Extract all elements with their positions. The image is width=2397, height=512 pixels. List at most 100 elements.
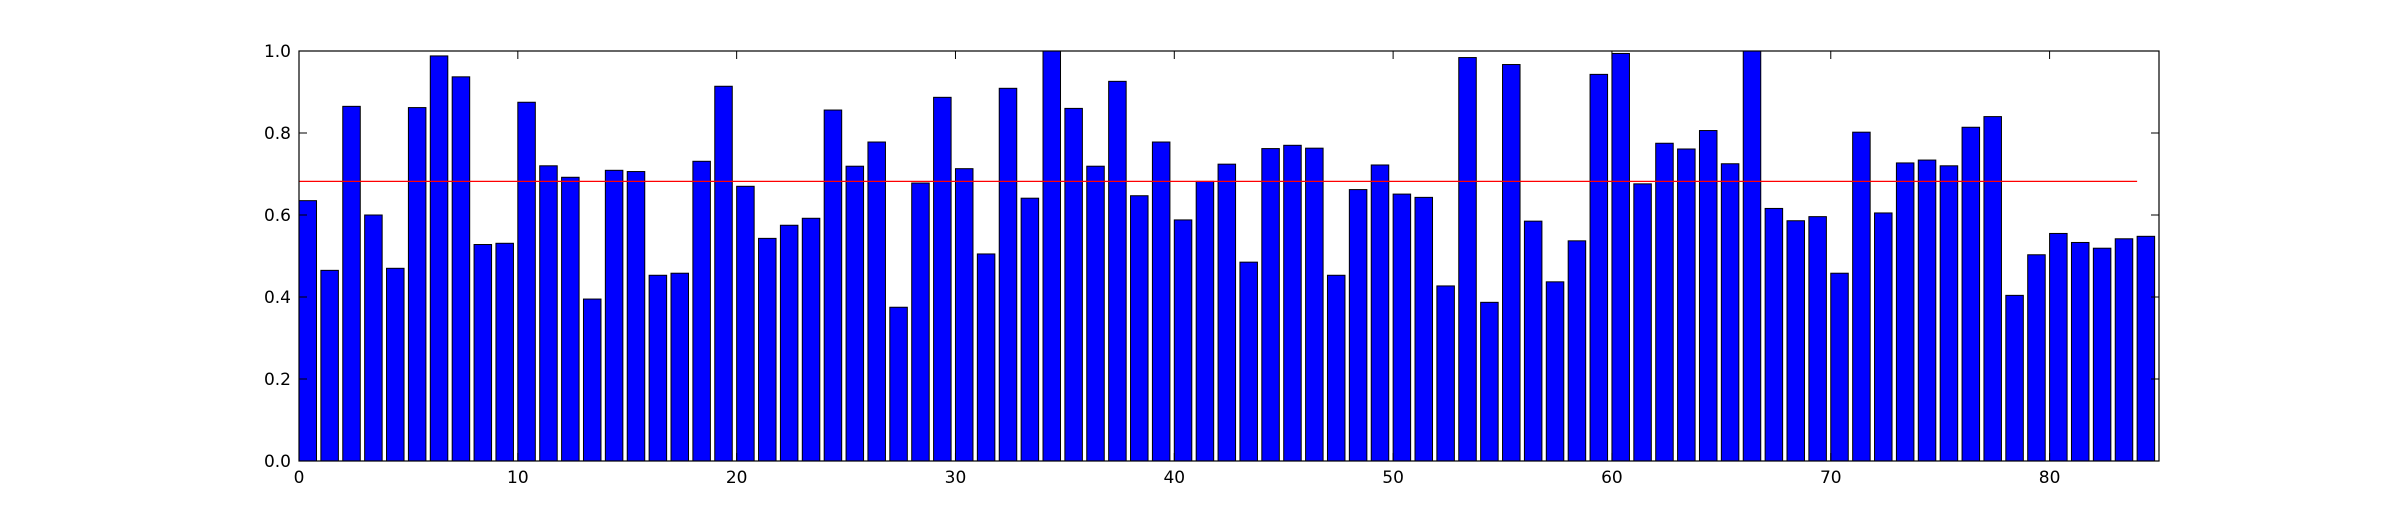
- x-tick-label: 50: [1382, 468, 1404, 488]
- bar: [626, 171, 646, 462]
- bar: [714, 85, 733, 462]
- bar: [911, 182, 930, 462]
- bar: [976, 253, 996, 462]
- bar: [1042, 50, 1062, 462]
- bar: [1130, 195, 1149, 462]
- bar: [1983, 116, 2002, 462]
- bar: [1961, 126, 1981, 462]
- bar: [1217, 163, 1237, 462]
- bar: [342, 105, 361, 462]
- bar: [1326, 274, 1346, 462]
- bar: [1020, 197, 1040, 462]
- bar: [1261, 148, 1280, 462]
- bar: [495, 242, 514, 462]
- bar: [2136, 235, 2156, 462]
- y-tick-label: 0.6: [264, 206, 291, 226]
- bar: [1764, 207, 1784, 462]
- x-tick-label: 10: [507, 468, 529, 488]
- bar: [407, 107, 427, 462]
- bar: [736, 185, 755, 462]
- y-tick-label: 1.0: [264, 42, 291, 62]
- x-tick-label: 30: [945, 468, 967, 488]
- bar: [451, 76, 471, 462]
- bar: [1239, 261, 1258, 462]
- bar: [429, 55, 449, 462]
- x-tick-label: 20: [726, 468, 748, 488]
- bar: [1173, 219, 1193, 462]
- bar: [1502, 64, 1521, 462]
- bar: [298, 200, 318, 462]
- bar: [1151, 141, 1171, 462]
- bar: [758, 237, 777, 462]
- bar: [1698, 130, 1718, 462]
- bar: [867, 141, 886, 462]
- bar: [320, 269, 339, 462]
- bar: [539, 165, 558, 462]
- bar: [1458, 57, 1477, 462]
- x-tick-label: 80: [2039, 468, 2061, 488]
- bar: [1786, 220, 1806, 462]
- bar: [582, 298, 602, 462]
- bar: [2005, 294, 2024, 462]
- bar: [933, 96, 952, 462]
- bar: [2049, 232, 2068, 462]
- bar: [2070, 241, 2090, 462]
- bar: [364, 214, 383, 462]
- bar: [801, 217, 821, 462]
- x-tick-label: 60: [1601, 468, 1623, 488]
- bar: [1283, 144, 1302, 462]
- bar: [889, 306, 908, 462]
- bar: [1348, 189, 1368, 462]
- bar: [998, 87, 1018, 462]
- bar: [1633, 183, 1652, 462]
- bar: [692, 160, 711, 462]
- bar: [1523, 220, 1543, 462]
- y-tick-label: 0.4: [264, 288, 291, 308]
- bar: [670, 272, 690, 462]
- bar: [779, 224, 799, 462]
- y-tick-label: 0.2: [264, 370, 291, 390]
- bar: [1064, 107, 1083, 462]
- bar: [1895, 162, 1915, 462]
- bar: [1589, 73, 1609, 462]
- bar: [1742, 50, 1762, 462]
- bar: [1611, 52, 1630, 462]
- bar: [2027, 254, 2046, 462]
- bar: [1545, 281, 1565, 462]
- bar: [1874, 212, 1893, 462]
- bar: [517, 101, 536, 462]
- bar: [1305, 147, 1324, 462]
- bar: [1939, 165, 1959, 462]
- bar: [1370, 164, 1390, 462]
- bar: [1677, 148, 1696, 462]
- bar: [1414, 196, 1434, 462]
- bar: [473, 244, 493, 462]
- x-tick-label: 0: [294, 468, 305, 488]
- bar: [2092, 247, 2112, 462]
- bar: [1808, 216, 1827, 462]
- bar: [1720, 163, 1740, 462]
- bar: [823, 109, 843, 462]
- bar: [561, 176, 580, 462]
- plot-frame: [298, 50, 2160, 462]
- bar: [1108, 80, 1127, 462]
- y-axis: 0.0 0.2 0.4 0.6 0.8 1.0: [264, 42, 2159, 472]
- bar: [386, 267, 405, 462]
- bars-group: [298, 50, 2156, 462]
- bar: [2114, 238, 2134, 462]
- bar: [1392, 193, 1412, 462]
- x-tick-label: 70: [1820, 468, 1842, 488]
- bar: [1655, 142, 1674, 462]
- bar: [1480, 301, 1499, 462]
- bar: [954, 168, 974, 462]
- x-tick-label: 40: [1163, 468, 1185, 488]
- bar: [1436, 285, 1455, 462]
- y-tick-label: 0.0: [264, 452, 291, 472]
- y-tick-label: 0.8: [264, 124, 291, 144]
- bar: [1830, 272, 1849, 462]
- bar: [1567, 240, 1587, 462]
- bar: [845, 165, 865, 462]
- x-axis: 0 10 20 30 40 50 60 70 80: [294, 51, 2061, 488]
- bar: [1086, 165, 1105, 462]
